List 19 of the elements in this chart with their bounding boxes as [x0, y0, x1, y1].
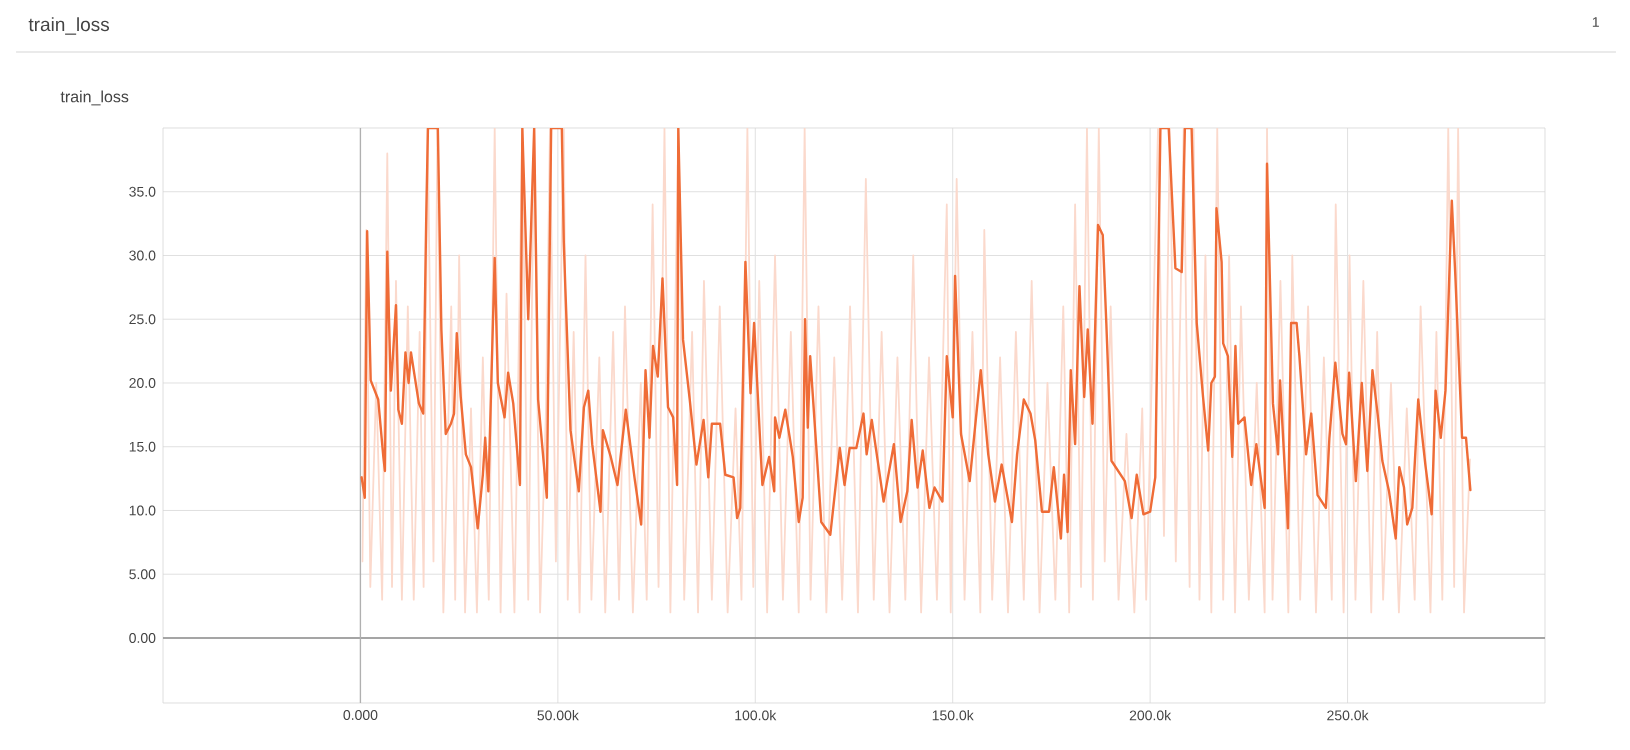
- y-tick-label: 25.0: [129, 314, 156, 325]
- y-tick-label: 35.0: [129, 186, 156, 197]
- x-tick-label: 200.0k: [1129, 710, 1172, 721]
- y-tick-label: 30.0: [129, 250, 156, 261]
- line-series: [361, 128, 1471, 614]
- text: train_loss: [28, 17, 110, 35]
- y-tick-label: 10.0: [129, 505, 156, 516]
- text: 1: [1592, 17, 1599, 27]
- x-tick-label: 150.0k: [932, 710, 974, 721]
- x-tick-label: 250.0k: [1327, 710, 1369, 721]
- x-tick-label: 0.000: [343, 710, 378, 720]
- chart-title: train_loss: [60, 90, 129, 106]
- y-tick-label: 20.0: [129, 378, 156, 388]
- y-tick-label: 0.00: [129, 633, 156, 643]
- y-tick-label: 5.00: [129, 569, 156, 580]
- x-tick-label: 100.0k: [735, 710, 777, 721]
- y-tick-label: 15.0: [129, 441, 156, 452]
- x-tick-label: 50.00k: [537, 710, 579, 721]
- line-series: [360, 128, 1472, 540]
